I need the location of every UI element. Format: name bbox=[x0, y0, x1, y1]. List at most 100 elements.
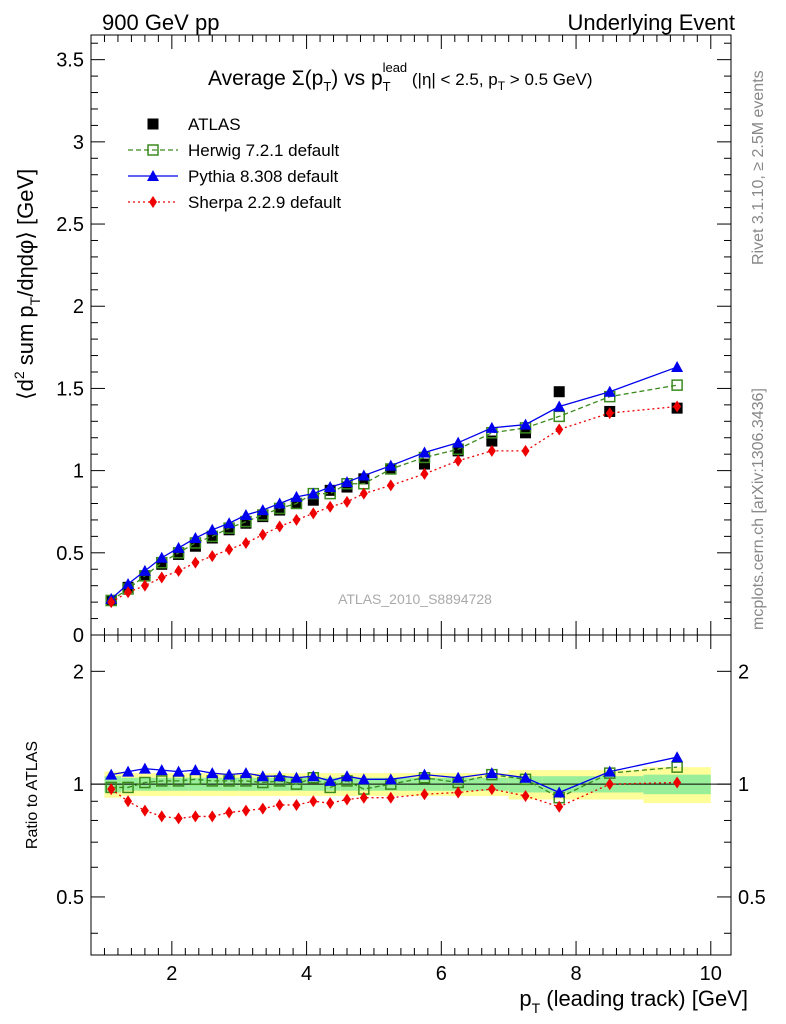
ratio-data-point bbox=[309, 795, 318, 808]
data-point bbox=[452, 445, 464, 457]
ratio-xtick-label: 10 bbox=[700, 963, 722, 985]
ratio-data-point bbox=[292, 798, 301, 811]
data-point bbox=[671, 379, 683, 391]
data-point bbox=[454, 454, 463, 467]
data-point bbox=[418, 458, 430, 470]
ratio-data-point bbox=[341, 770, 353, 782]
ratio-data-point bbox=[386, 791, 395, 804]
ratio-series-layer bbox=[105, 751, 684, 825]
ratio-data-point bbox=[107, 783, 116, 796]
ratio-data-point bbox=[172, 765, 185, 777]
data-point bbox=[341, 476, 353, 488]
x-axis-label: pT (leading track) [GeV] bbox=[519, 986, 748, 1016]
data-point bbox=[122, 578, 135, 590]
ratio-data-point bbox=[191, 810, 200, 823]
data-point bbox=[257, 511, 269, 523]
data-point bbox=[157, 571, 166, 584]
data-point bbox=[420, 467, 429, 480]
ratio-data-point bbox=[174, 812, 183, 825]
data-point bbox=[485, 421, 498, 433]
ratio-data-point bbox=[241, 804, 250, 817]
ratio-data-point bbox=[673, 776, 682, 789]
ratio-ylabel: Ratio to ATLAS bbox=[24, 741, 41, 849]
ratio-data-point bbox=[290, 771, 303, 783]
main-ytick-label: 3.5 bbox=[56, 50, 84, 72]
legend-marker bbox=[147, 144, 159, 156]
data-point bbox=[155, 551, 168, 563]
data-point bbox=[487, 444, 496, 457]
data-point bbox=[386, 479, 395, 492]
ratio-data-point bbox=[454, 786, 463, 799]
data-point bbox=[486, 435, 498, 447]
legend-marker bbox=[147, 170, 159, 181]
data-point bbox=[307, 487, 320, 499]
legend-item: Herwig 7.2.1 default bbox=[128, 141, 339, 160]
data-point bbox=[206, 523, 219, 535]
ratio-data-point bbox=[139, 776, 151, 789]
data-point bbox=[172, 541, 185, 553]
legend-item: Pythia 8.308 default bbox=[128, 167, 339, 186]
ratio-xtick-label: 2 bbox=[166, 963, 177, 985]
main-ytick-label: 1.5 bbox=[56, 378, 84, 400]
main-axes: 0 0.5 1 1.5 2 2.5 3 3.5 bbox=[56, 35, 731, 647]
ratio-data-point bbox=[357, 773, 370, 785]
ratio-data-point bbox=[553, 786, 566, 798]
legend-marker bbox=[149, 196, 157, 208]
ratio-xtick-label: 4 bbox=[301, 963, 312, 985]
main-ytick-label: 0 bbox=[73, 625, 84, 647]
ratio-data-point bbox=[155, 764, 168, 776]
data-point bbox=[343, 495, 351, 508]
ratio-data-point bbox=[487, 783, 496, 796]
mcplots-label: mcplots.cern.ch [arXiv:1306.3436] bbox=[750, 388, 767, 630]
main-title: Average Σ(pT) vs pTlead (|η| < 2.5, pT >… bbox=[208, 60, 593, 94]
legend-item: Sherpa 2.2.9 default bbox=[128, 193, 341, 212]
data-point bbox=[241, 536, 250, 549]
data-point bbox=[553, 400, 566, 412]
ratio-ytick-label-right: 1 bbox=[738, 774, 749, 796]
ratio-data-point bbox=[157, 810, 166, 823]
data-point bbox=[671, 361, 684, 373]
ratio-data-point bbox=[307, 770, 320, 782]
data-point bbox=[124, 586, 133, 599]
data-point bbox=[290, 490, 303, 502]
data-point bbox=[274, 504, 286, 516]
ratio-data-point bbox=[275, 798, 284, 811]
data-point bbox=[225, 543, 234, 556]
legend-label: Pythia 8.308 default bbox=[188, 167, 339, 186]
data-point bbox=[107, 596, 116, 609]
ratio-ytick-label: 1 bbox=[73, 774, 84, 796]
ratio-data-point bbox=[105, 768, 118, 780]
data-point bbox=[275, 520, 284, 533]
ratio-data-point bbox=[138, 762, 151, 774]
ratio-panel-frame bbox=[90, 634, 732, 956]
main-ytick-label: 0.5 bbox=[56, 543, 84, 565]
data-point bbox=[140, 579, 149, 592]
data-point bbox=[384, 459, 397, 471]
data-point bbox=[418, 446, 431, 458]
ratio-data-point bbox=[155, 775, 168, 787]
legend-label: ATLAS bbox=[188, 115, 241, 134]
ratio-data-point bbox=[521, 789, 530, 802]
data-point bbox=[324, 481, 337, 493]
series-line bbox=[110, 384, 678, 602]
ratio-ytick-label: 0.5 bbox=[56, 887, 84, 909]
header-right: Underlying Event bbox=[567, 10, 735, 35]
legend-item: ATLAS bbox=[147, 115, 241, 134]
ratio-axes: 2 4 6 8 10 0.5 0.5 1 1 2 2 bbox=[56, 635, 766, 985]
header-left: 900 GeV pp bbox=[102, 10, 219, 35]
data-point bbox=[521, 444, 530, 457]
data-point bbox=[309, 507, 318, 520]
data-point bbox=[359, 487, 368, 500]
ratio-data-point bbox=[225, 806, 234, 819]
ratio-ytick-label: 2 bbox=[73, 661, 84, 683]
data-point bbox=[174, 564, 183, 577]
data-point bbox=[603, 385, 616, 397]
ratio-data-point bbox=[273, 770, 286, 782]
data-point bbox=[189, 532, 202, 544]
data-point bbox=[357, 469, 370, 481]
data-point bbox=[292, 513, 301, 526]
data-point bbox=[256, 504, 269, 516]
rivet-version-label: Rivet 3.1.10, ≥ 2.5M events bbox=[750, 70, 767, 265]
data-point bbox=[138, 564, 151, 576]
